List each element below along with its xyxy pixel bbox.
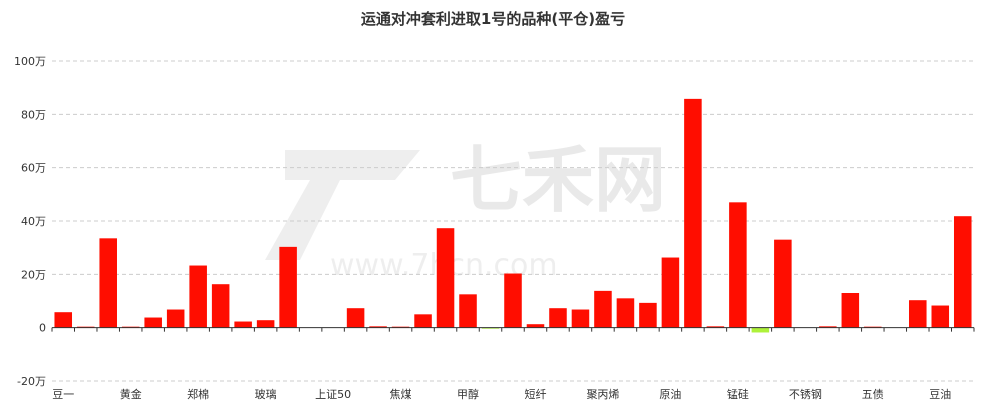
x-tick-label: 郑棉 (187, 387, 209, 401)
bar (346, 308, 365, 328)
bar (594, 290, 612, 328)
bar (234, 321, 252, 328)
x-tick-label: 豆一 (52, 388, 74, 401)
chart-title: 运通对冲套利进取1号的品种(平仓)盈亏 (360, 10, 626, 28)
y-tick-label: -20万 (17, 375, 46, 388)
bar (166, 309, 185, 328)
y-tick-label: 100万 (14, 55, 46, 68)
bar (369, 326, 387, 328)
bar (144, 317, 162, 328)
bar (684, 98, 702, 328)
y-tick-label: 0 (39, 322, 46, 335)
bar (189, 265, 207, 328)
bar (549, 308, 567, 328)
bar (279, 246, 297, 328)
y-tick-label: 40万 (21, 215, 46, 228)
bar (706, 326, 725, 328)
watermark-logo-icon (265, 150, 420, 260)
bar (931, 305, 950, 328)
bar (616, 298, 635, 328)
x-tick-label: 原油 (659, 387, 681, 401)
bar (436, 228, 455, 328)
bar (571, 309, 590, 328)
y-tick-label: 60万 (21, 162, 46, 175)
bar (661, 257, 680, 328)
x-tick-label: 聚丙烯 (586, 388, 619, 401)
bar (819, 326, 837, 328)
y-tick-label: 80万 (21, 108, 46, 121)
x-tick-label: 黄金 (120, 387, 142, 401)
bar (504, 273, 522, 328)
bar (526, 324, 545, 328)
x-tick-label: 豆油 (929, 387, 951, 401)
x-tick-label: 甲醇 (457, 387, 479, 401)
x-tick-label: 玻璃 (255, 387, 277, 401)
bar (99, 238, 117, 328)
bar (459, 294, 477, 328)
bar (729, 202, 747, 328)
y-tick-label: 20万 (21, 268, 46, 281)
bar (909, 300, 927, 328)
x-tick-label: 上证50 (315, 388, 351, 401)
bar (211, 284, 230, 328)
bar (639, 302, 657, 328)
bars (54, 98, 972, 333)
bar (774, 239, 792, 328)
bar (54, 312, 73, 328)
x-tick-label: 不锈钢 (789, 388, 822, 401)
bar (953, 216, 972, 328)
x-tick-label: 五债 (862, 387, 884, 401)
watermark: 七禾网 www.7hcn.com (265, 138, 666, 283)
bar (414, 314, 432, 328)
bar (481, 327, 500, 329)
watermark-brand: 七禾网 (450, 138, 666, 222)
x-tick-label: 短纤 (524, 387, 546, 401)
x-axis: 豆一 黄金 郑棉 玻璃 上证50 焦煤 甲醇 短纤 聚丙烯 原油 锰硅 不锈钢 五债 豆油 (51, 327, 975, 401)
bar (256, 320, 275, 328)
bar (751, 327, 770, 333)
y-axis: -20万 0 20万 40万 60万 80万 100万 (14, 55, 46, 388)
x-tick-label: 焦煤 (390, 388, 412, 401)
bar (841, 293, 860, 328)
x-tick-label: 锰硅 (727, 387, 749, 401)
